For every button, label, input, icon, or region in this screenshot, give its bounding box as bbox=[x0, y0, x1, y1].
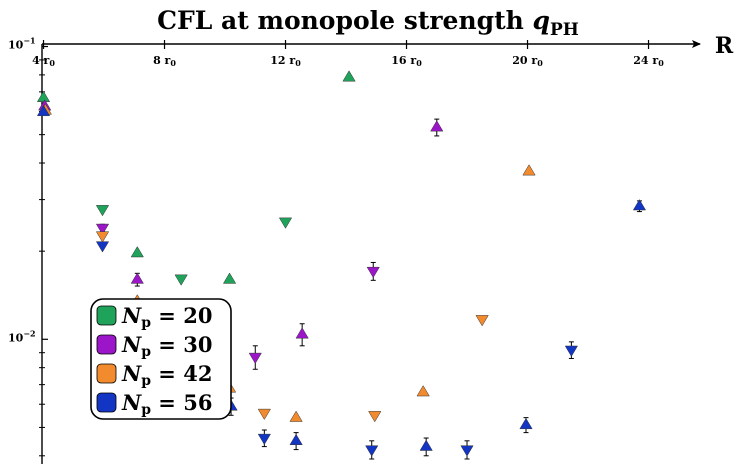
series-0 bbox=[36, 70, 356, 286]
data-point bbox=[257, 408, 271, 421]
x-tick-label: 8 r0 bbox=[153, 54, 176, 68]
legend-label: Np = 20 bbox=[121, 303, 212, 331]
data-point bbox=[368, 411, 382, 423]
legend-swatch bbox=[96, 392, 117, 413]
chart-title: CFL at monopole strength qPH bbox=[157, 6, 579, 40]
data-point bbox=[460, 445, 474, 457]
x-axis-arrow bbox=[692, 40, 701, 48]
x-tick-label: 12 r0 bbox=[270, 54, 301, 68]
data-point bbox=[95, 223, 110, 235]
legend-swatch bbox=[96, 305, 117, 326]
data-point bbox=[257, 433, 271, 446]
data-point bbox=[475, 315, 489, 327]
data-point bbox=[248, 352, 262, 364]
legend-label: Np = 30 bbox=[121, 332, 212, 360]
legend-label: Np = 56 bbox=[121, 390, 212, 418]
data-point bbox=[430, 120, 444, 132]
data-point bbox=[174, 274, 188, 286]
data-point bbox=[519, 417, 533, 430]
data-point bbox=[36, 90, 51, 102]
data-point bbox=[342, 70, 356, 82]
data-point bbox=[289, 433, 303, 445]
data-point bbox=[632, 199, 647, 211]
data-point bbox=[295, 327, 309, 339]
legend-box bbox=[90, 298, 232, 420]
data-point bbox=[95, 231, 110, 243]
data-point bbox=[36, 104, 51, 117]
data-point bbox=[130, 272, 144, 284]
data-point bbox=[365, 445, 379, 457]
legend-swatch bbox=[96, 334, 117, 355]
y-tick-label: 10−2 bbox=[8, 328, 36, 344]
legend-swatch bbox=[96, 363, 117, 384]
x-tick-label: 20 r0 bbox=[512, 54, 543, 68]
x-axis-name: R bbox=[715, 33, 734, 59]
data-point bbox=[289, 410, 303, 422]
data-point bbox=[564, 345, 578, 357]
data-point bbox=[416, 385, 430, 397]
data-point bbox=[278, 217, 293, 229]
data-point bbox=[95, 241, 110, 253]
data-point bbox=[419, 439, 433, 451]
data-point bbox=[95, 205, 110, 217]
legend-label: Np = 42 bbox=[121, 361, 212, 389]
x-tick-label: 4 r0 bbox=[32, 54, 55, 68]
series-3 bbox=[36, 104, 647, 460]
data-point bbox=[522, 164, 536, 176]
data-point bbox=[130, 246, 144, 258]
x-tick-label: 16 r0 bbox=[391, 54, 422, 68]
data-point bbox=[222, 272, 237, 284]
data-point bbox=[366, 266, 380, 279]
y-tick-label: 10−1 bbox=[8, 36, 36, 52]
x-tick-label: 24 r0 bbox=[633, 54, 664, 68]
